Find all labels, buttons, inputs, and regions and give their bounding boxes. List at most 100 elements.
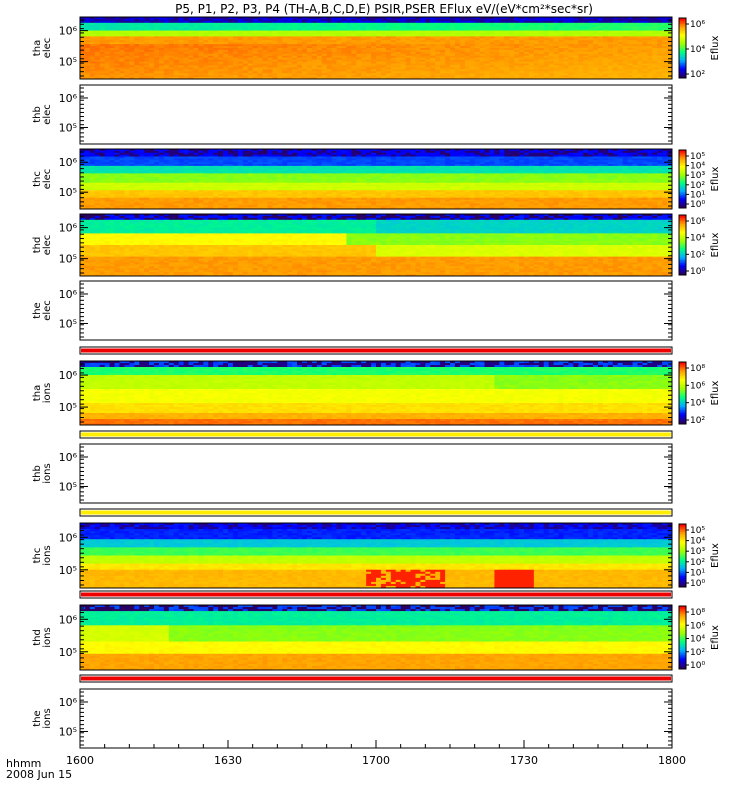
spectrogram-cell bbox=[602, 49, 609, 53]
spectrogram-cell bbox=[366, 55, 372, 59]
spectrogram-cell bbox=[578, 40, 584, 43]
spectrogram-cell bbox=[642, 20, 648, 24]
spectrogram-cell bbox=[538, 55, 545, 59]
spectrogram-cell bbox=[430, 55, 436, 59]
spectrogram-cell bbox=[425, 65, 431, 68]
spectrogram-cell bbox=[341, 149, 347, 152]
spectrogram-cell bbox=[336, 63, 342, 66]
spectrogram-cell bbox=[154, 38, 160, 41]
spectrogram-cell bbox=[198, 149, 204, 152]
spectrogram-cell bbox=[361, 38, 367, 41]
spectrogram-cell bbox=[593, 32, 599, 35]
spectrogram-cell bbox=[558, 17, 564, 20]
panel-frame bbox=[79, 84, 673, 145]
spectrogram-cell bbox=[297, 48, 303, 51]
spectrogram-cell bbox=[627, 55, 634, 59]
spectrogram-cell bbox=[435, 61, 441, 64]
spectrogram-cell bbox=[84, 34, 91, 37]
spectrogram-cell bbox=[499, 149, 505, 152]
spectrogram-cell bbox=[198, 51, 204, 55]
spectrogram-cell bbox=[622, 63, 629, 66]
spectrogram-cell bbox=[351, 69, 357, 72]
spectrogram-cell bbox=[484, 36, 490, 39]
spectrogram-cell bbox=[405, 51, 412, 55]
colorbar-segment bbox=[679, 69, 686, 71]
spectrogram-cell bbox=[158, 30, 165, 33]
spectrogram-cell bbox=[262, 18, 268, 22]
spectrogram-cell bbox=[380, 69, 387, 72]
spectrogram-cell bbox=[193, 57, 199, 61]
spectrogram-cell bbox=[657, 69, 663, 72]
spectrogram-cell bbox=[504, 32, 510, 35]
spectrogram-cell bbox=[578, 24, 584, 28]
spectrogram-cell bbox=[321, 59, 328, 63]
spectrogram-cell bbox=[435, 32, 441, 35]
spectrogram-cell bbox=[124, 40, 130, 43]
spectrogram-cell bbox=[380, 55, 387, 59]
spectrogram-cell bbox=[144, 28, 150, 32]
spectrogram-cell bbox=[356, 34, 362, 37]
spectrogram-cell bbox=[519, 57, 525, 61]
spectrogram-cell bbox=[410, 42, 416, 45]
spectrogram-cell bbox=[504, 28, 510, 32]
spectrogram-cell bbox=[637, 30, 643, 33]
spectrogram-cell bbox=[198, 73, 204, 76]
spectrogram-cell bbox=[311, 20, 318, 24]
spectrogram-cell bbox=[173, 57, 180, 61]
spectrogram-cell bbox=[657, 44, 663, 47]
spectrogram-cell bbox=[578, 57, 584, 61]
spectrogram-cell bbox=[282, 46, 288, 49]
spectrogram-cell bbox=[154, 71, 160, 74]
spectrogram-cell bbox=[563, 75, 569, 78]
spectrogram-cell bbox=[607, 30, 614, 33]
spectrogram-cell bbox=[479, 36, 486, 39]
spectrogram-cell bbox=[395, 48, 402, 51]
spectrogram-cell bbox=[277, 28, 283, 32]
spectrogram-cell bbox=[593, 48, 599, 51]
spectrogram-cell bbox=[252, 69, 259, 72]
spectrogram-cell bbox=[385, 28, 392, 32]
spectrogram-cell bbox=[306, 69, 313, 72]
spectrogram-cell bbox=[134, 63, 140, 66]
spectrogram-cell bbox=[183, 34, 190, 37]
spectrogram-cell bbox=[346, 65, 352, 68]
spectrogram-cell bbox=[183, 18, 190, 22]
spectrogram-cell bbox=[193, 44, 199, 47]
spectrogram-cell bbox=[450, 73, 456, 76]
spectrogram-cell bbox=[494, 71, 500, 74]
spectrogram-cell bbox=[405, 65, 412, 68]
spectrogram-cell bbox=[168, 24, 175, 28]
spectrogram-cell bbox=[282, 71, 288, 74]
spectrogram-cell bbox=[543, 51, 550, 55]
spectrogram-cell bbox=[494, 77, 500, 80]
spectrogram-cell bbox=[657, 149, 663, 152]
spectrogram-cell bbox=[163, 18, 170, 22]
spectrogram-cell bbox=[99, 40, 106, 43]
spectrogram-cell bbox=[89, 65, 96, 68]
spectrogram-cell bbox=[622, 75, 629, 78]
spectrogram-cell bbox=[593, 28, 599, 32]
spectrogram-cell bbox=[366, 38, 372, 41]
spectrogram-cell bbox=[252, 40, 259, 43]
spectrogram-cell bbox=[119, 73, 125, 76]
spectrogram-cell bbox=[528, 69, 535, 72]
spectrogram-cell bbox=[262, 71, 268, 74]
spectrogram-cell bbox=[573, 36, 579, 39]
spectrogram-cell bbox=[657, 20, 663, 24]
spectrogram-cell bbox=[410, 48, 416, 51]
spectrogram-cell bbox=[598, 55, 604, 59]
spectrogram-cell bbox=[593, 67, 599, 70]
spectrogram-cell bbox=[533, 77, 540, 80]
spectrogram-cell bbox=[228, 32, 234, 35]
spectrogram-cell bbox=[395, 36, 402, 39]
spectrogram-cell bbox=[267, 32, 273, 35]
spectrogram-cell bbox=[223, 55, 229, 59]
spectrogram-cell bbox=[232, 18, 239, 22]
spectrogram-cell bbox=[356, 149, 362, 152]
spectrogram-cell bbox=[302, 150, 308, 154]
spectrogram-cell bbox=[326, 40, 333, 43]
spectrogram-cell bbox=[306, 59, 313, 63]
spectrogram-cell bbox=[346, 26, 352, 30]
spectrogram-cell bbox=[262, 24, 268, 28]
